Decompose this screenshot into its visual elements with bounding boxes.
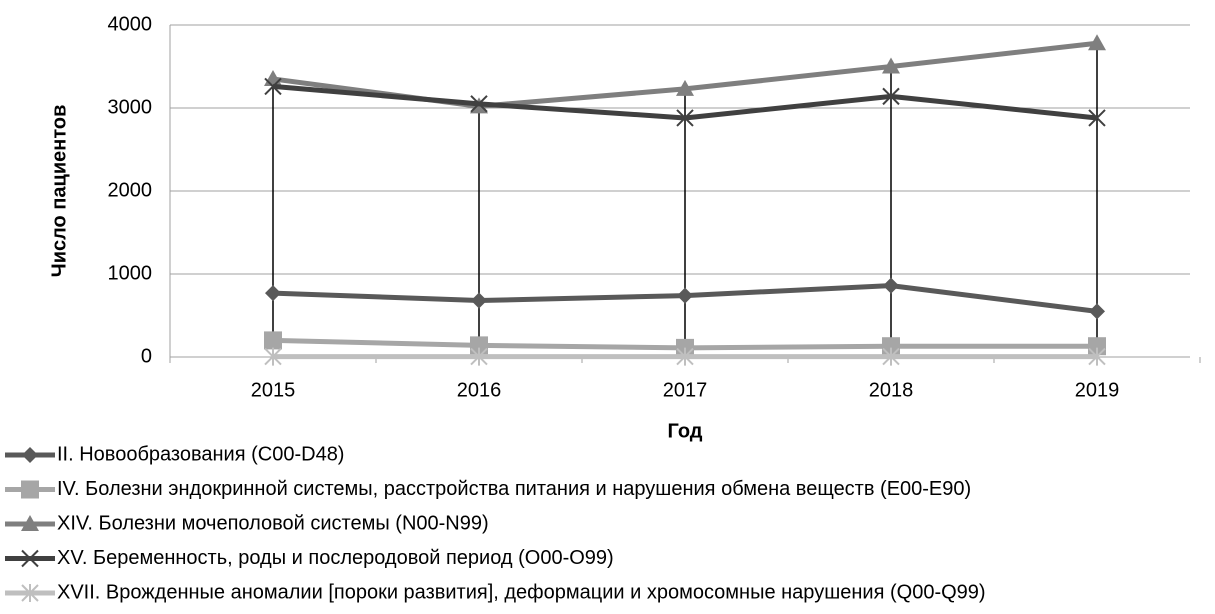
data-point — [882, 87, 900, 106]
data-point — [882, 57, 900, 74]
data-point — [1089, 303, 1105, 320]
x-tick-label: 2018 — [869, 379, 914, 401]
data-point — [1088, 109, 1106, 127]
data-point — [470, 347, 488, 366]
data-point — [676, 347, 694, 366]
y-tick-label: 2000 — [108, 179, 153, 201]
x-tick-label: 2015 — [251, 379, 296, 401]
legend-marker — [21, 480, 39, 499]
legend-marker — [22, 447, 38, 463]
legend-label: XIV. Болезни мочеполовой системы (N00-N9… — [57, 512, 489, 534]
y-axis-label: Число пациентов — [48, 105, 70, 278]
legend-label: IV. Болезни эндокринной системы, расстро… — [57, 478, 971, 500]
data-point — [1088, 347, 1106, 366]
data-point — [264, 347, 282, 366]
legend-label: XV. Беременность, роды и послеродовой пе… — [57, 547, 614, 569]
x-axis-label: Год — [668, 420, 703, 442]
y-tick-label: 0 — [141, 345, 152, 367]
data-point — [882, 347, 900, 366]
data-point — [264, 77, 282, 96]
x-tick-label: 2017 — [663, 379, 708, 401]
data-point — [265, 285, 281, 302]
data-point — [1088, 34, 1106, 51]
data-point — [470, 336, 488, 355]
legend-marker — [21, 549, 39, 568]
data-point — [883, 277, 899, 294]
legend-marker — [21, 515, 39, 531]
legend-marker — [21, 584, 39, 602]
legend-label: II. Новообразования (C00-D48) — [57, 443, 344, 465]
data-point — [676, 79, 694, 96]
x-tick-label: 2019 — [1075, 379, 1120, 401]
x-tick-label: 2016 — [457, 379, 502, 401]
y-tick-label: 3000 — [108, 96, 153, 118]
data-point — [677, 287, 693, 304]
y-tick-label: 1000 — [108, 262, 153, 284]
data-point — [676, 109, 694, 127]
data-point — [470, 95, 488, 113]
legend-label: XVII. Врожденные аномалии [пороки развит… — [57, 581, 986, 603]
data-point — [471, 292, 487, 309]
y-tick-label: 4000 — [108, 13, 153, 35]
data-point — [264, 331, 282, 350]
